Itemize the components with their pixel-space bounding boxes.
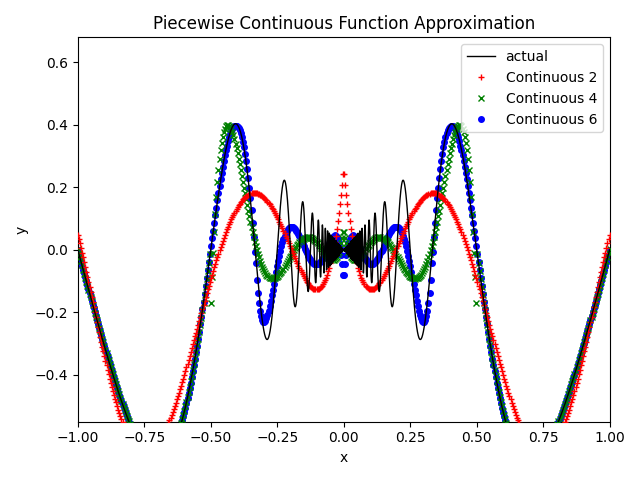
actual xyxy=(420,326,428,332)
Continuous 2 xyxy=(606,232,614,238)
Continuous 4 xyxy=(74,246,82,252)
Continuous 4 xyxy=(328,257,335,263)
Continuous 2 xyxy=(326,261,334,266)
Continuous 6 xyxy=(74,247,82,252)
Continuous 6 xyxy=(332,233,340,239)
Continuous 2 xyxy=(539,451,547,456)
Continuous 2 xyxy=(74,232,82,238)
Line: actual: actual xyxy=(78,124,610,463)
Continuous 6 xyxy=(606,247,614,252)
Continuous 6 xyxy=(595,286,603,292)
Continuous 4 xyxy=(606,246,614,252)
actual xyxy=(393,246,401,252)
Continuous 6 xyxy=(392,224,400,229)
Continuous 4 xyxy=(224,122,232,128)
X-axis label: x: x xyxy=(340,451,348,465)
actual xyxy=(171,441,179,446)
Continuous 4 xyxy=(595,287,603,292)
Continuous 2 xyxy=(363,284,371,290)
actual xyxy=(154,460,162,466)
Legend: actual, Continuous 2, Continuous 4, Continuous 6: actual, Continuous 2, Continuous 4, Cont… xyxy=(461,44,603,132)
actual xyxy=(277,194,285,200)
Continuous 2 xyxy=(511,409,518,415)
Continuous 4 xyxy=(526,460,534,466)
Y-axis label: y: y xyxy=(15,226,29,234)
Continuous 4 xyxy=(331,256,339,262)
actual xyxy=(606,247,614,253)
Continuous 4 xyxy=(392,251,399,257)
Continuous 4 xyxy=(511,444,518,450)
Continuous 2 xyxy=(330,245,337,251)
actual xyxy=(511,446,519,452)
actual xyxy=(471,233,479,239)
Continuous 2 xyxy=(595,279,603,285)
Continuous 6 xyxy=(364,260,372,265)
Continuous 2 xyxy=(392,248,399,254)
actual xyxy=(232,121,239,127)
Line: Continuous 6: Continuous 6 xyxy=(75,123,612,466)
Continuous 6 xyxy=(154,460,161,466)
Line: Continuous 4: Continuous 4 xyxy=(75,122,612,466)
Title: Piecewise Continuous Function Approximation: Piecewise Continuous Function Approximat… xyxy=(152,15,535,33)
Continuous 6 xyxy=(232,123,239,129)
actual xyxy=(74,247,82,253)
Continuous 4 xyxy=(363,245,371,251)
Line: Continuous 2: Continuous 2 xyxy=(75,171,612,456)
Continuous 2 xyxy=(339,171,347,177)
Continuous 6 xyxy=(329,234,337,240)
Continuous 6 xyxy=(512,446,520,452)
